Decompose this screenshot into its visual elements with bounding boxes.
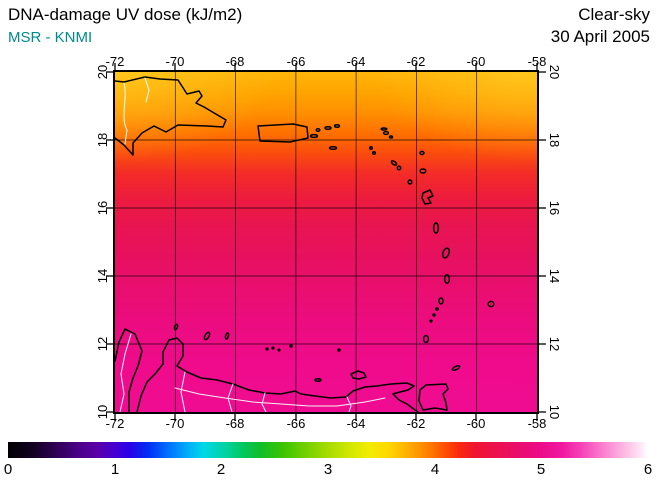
borders-rivers bbox=[119, 77, 386, 412]
colorbar-tick-label: 3 bbox=[323, 461, 333, 478]
sky-condition-label: Clear-sky bbox=[578, 5, 650, 24]
lon-tick-label-top: -64 bbox=[346, 54, 366, 69]
lat-tick-label-left: 18 bbox=[95, 132, 110, 148]
lon-tick-label-bottom: -68 bbox=[225, 416, 245, 431]
source-label: MSR - KNMI bbox=[8, 29, 93, 46]
colorbar-tick-label: 5 bbox=[536, 461, 546, 478]
lon-tick-label-bottom: -70 bbox=[165, 416, 185, 431]
uv-gradient-field bbox=[115, 72, 537, 412]
map-plot bbox=[113, 70, 539, 414]
colorbar-tick-label: 0 bbox=[3, 461, 13, 478]
lon-tick-label-top: -72 bbox=[105, 54, 125, 69]
colorbar-tick-label: 4 bbox=[430, 461, 440, 478]
lat-tick-label-right: 20 bbox=[547, 64, 562, 80]
lon-tick-label-top: -70 bbox=[165, 54, 185, 69]
lat-tick-label-left: 10 bbox=[95, 404, 110, 420]
lat-tick-label-left: 14 bbox=[95, 268, 110, 284]
lon-tick-label-top: -62 bbox=[406, 54, 426, 69]
colorbar-gradient bbox=[8, 442, 648, 458]
map-overlay bbox=[115, 72, 537, 412]
grid-lines bbox=[115, 72, 537, 412]
lat-tick-label-right: 10 bbox=[547, 404, 562, 420]
lat-tick-label-right: 18 bbox=[547, 132, 562, 148]
lon-tick-label-top: -68 bbox=[225, 54, 245, 69]
lon-tick-label-bottom: -64 bbox=[346, 416, 366, 431]
lon-tick-label-bottom: -66 bbox=[286, 416, 306, 431]
lat-tick-label-right: 14 bbox=[547, 268, 562, 284]
page-title: DNA-damage UV dose (kJ/m2) bbox=[8, 5, 243, 24]
lat-tick-label-right: 12 bbox=[547, 336, 562, 352]
lon-tick-label-bottom: -72 bbox=[105, 416, 125, 431]
lon-tick-label-top: -66 bbox=[286, 54, 306, 69]
colorbar-tick-label: 1 bbox=[110, 461, 120, 478]
lat-tick-label-left: 12 bbox=[95, 336, 110, 352]
lon-tick-label-bottom: -62 bbox=[406, 416, 426, 431]
lat-tick-label-left: 20 bbox=[95, 64, 110, 80]
lat-tick-label-right: 16 bbox=[547, 200, 562, 216]
date-label: 30 April 2005 bbox=[550, 27, 650, 46]
colorbar-tick-label: 2 bbox=[216, 461, 226, 478]
lon-tick-label-bottom: -60 bbox=[466, 416, 486, 431]
lon-tick-label-bottom: -58 bbox=[527, 416, 547, 431]
lat-tick-label-left: 16 bbox=[95, 200, 110, 216]
coastlines bbox=[115, 76, 495, 412]
lon-tick-label-top: -60 bbox=[466, 54, 486, 69]
colorbar-tick-label: 6 bbox=[643, 461, 653, 478]
lon-tick-label-top: -58 bbox=[527, 54, 547, 69]
